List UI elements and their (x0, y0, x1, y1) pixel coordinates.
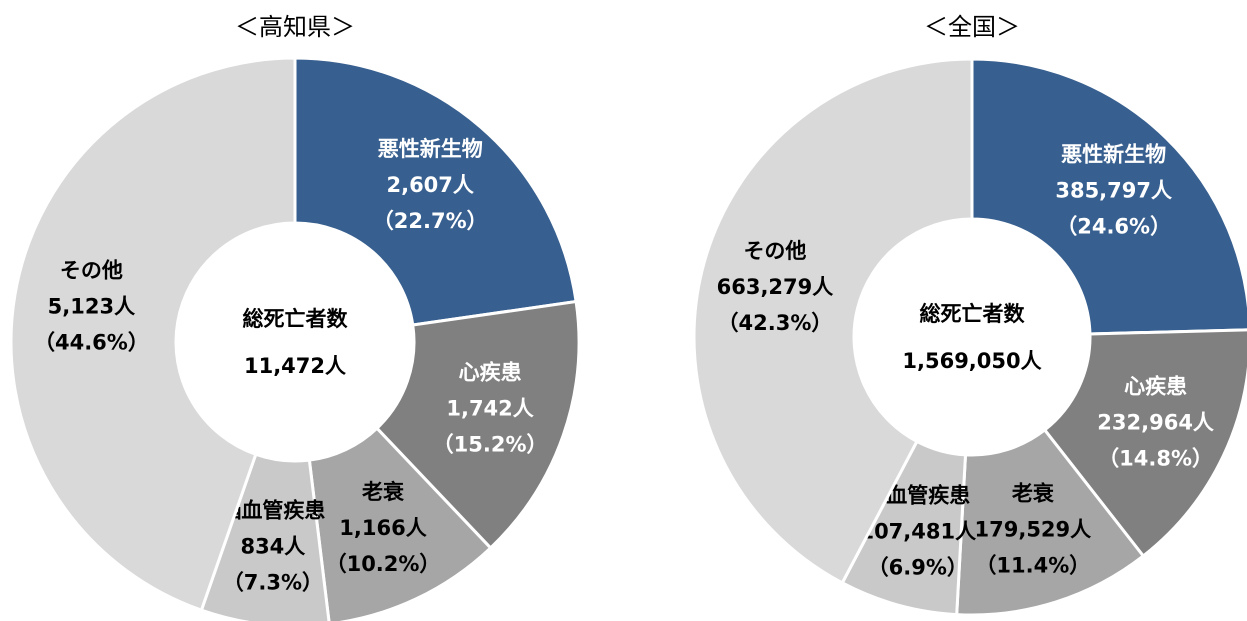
percent-label: （14.8%） (1098, 447, 1213, 471)
value-label: 663,279人 (717, 275, 834, 299)
chart-title: ＜高知県＞ (235, 13, 355, 41)
percent-label: （15.2%） (433, 433, 548, 457)
donut-hole (854, 219, 1090, 455)
value-label: 232,964人 (1097, 411, 1214, 435)
value-label: 2,607人 (386, 173, 473, 197)
donut-hole (176, 223, 414, 461)
total-label: 1,569,050人 (902, 349, 1041, 373)
value-label: 107,481人 (859, 520, 976, 544)
percent-label: （7.3%） (223, 570, 323, 594)
slice-label: その他 (60, 258, 123, 282)
percent-label: （11.4%） (975, 554, 1090, 578)
slice-label: 心疾患 (1124, 375, 1187, 399)
value-label: 1,166人 (339, 516, 426, 540)
slice-label: 老衰 (1012, 482, 1055, 506)
slice-label: 心疾患 (459, 361, 522, 385)
percent-label: （42.3%） (718, 311, 833, 335)
total-label: 11,472人 (244, 354, 346, 378)
slice-label: 脳血管疾患 (220, 498, 325, 522)
percent-label: （24.6%） (1056, 215, 1171, 239)
value-label: 385,797人 (1055, 179, 1172, 203)
slice-label: その他 (743, 239, 806, 263)
slice-label: 老衰 (362, 480, 405, 504)
percent-label: （22.7%） (373, 209, 488, 233)
center-label: 総死亡者数 (243, 307, 349, 331)
value-label: 1,742人 (446, 397, 533, 421)
value-label: 179,529人 (975, 518, 1092, 542)
slice-label: 悪性新生物 (378, 137, 483, 161)
center-label: 総死亡者数 (920, 302, 1026, 326)
value-label: 5,123人 (48, 294, 135, 318)
slice-label: 悪性新生物 (1061, 143, 1166, 167)
value-label: 834人 (240, 534, 305, 558)
percent-label: （6.9%） (868, 556, 968, 580)
chart-title: ＜全国＞ (924, 13, 1020, 41)
percent-label: （44.6%） (34, 330, 149, 354)
percent-label: （10.2%） (326, 552, 441, 576)
